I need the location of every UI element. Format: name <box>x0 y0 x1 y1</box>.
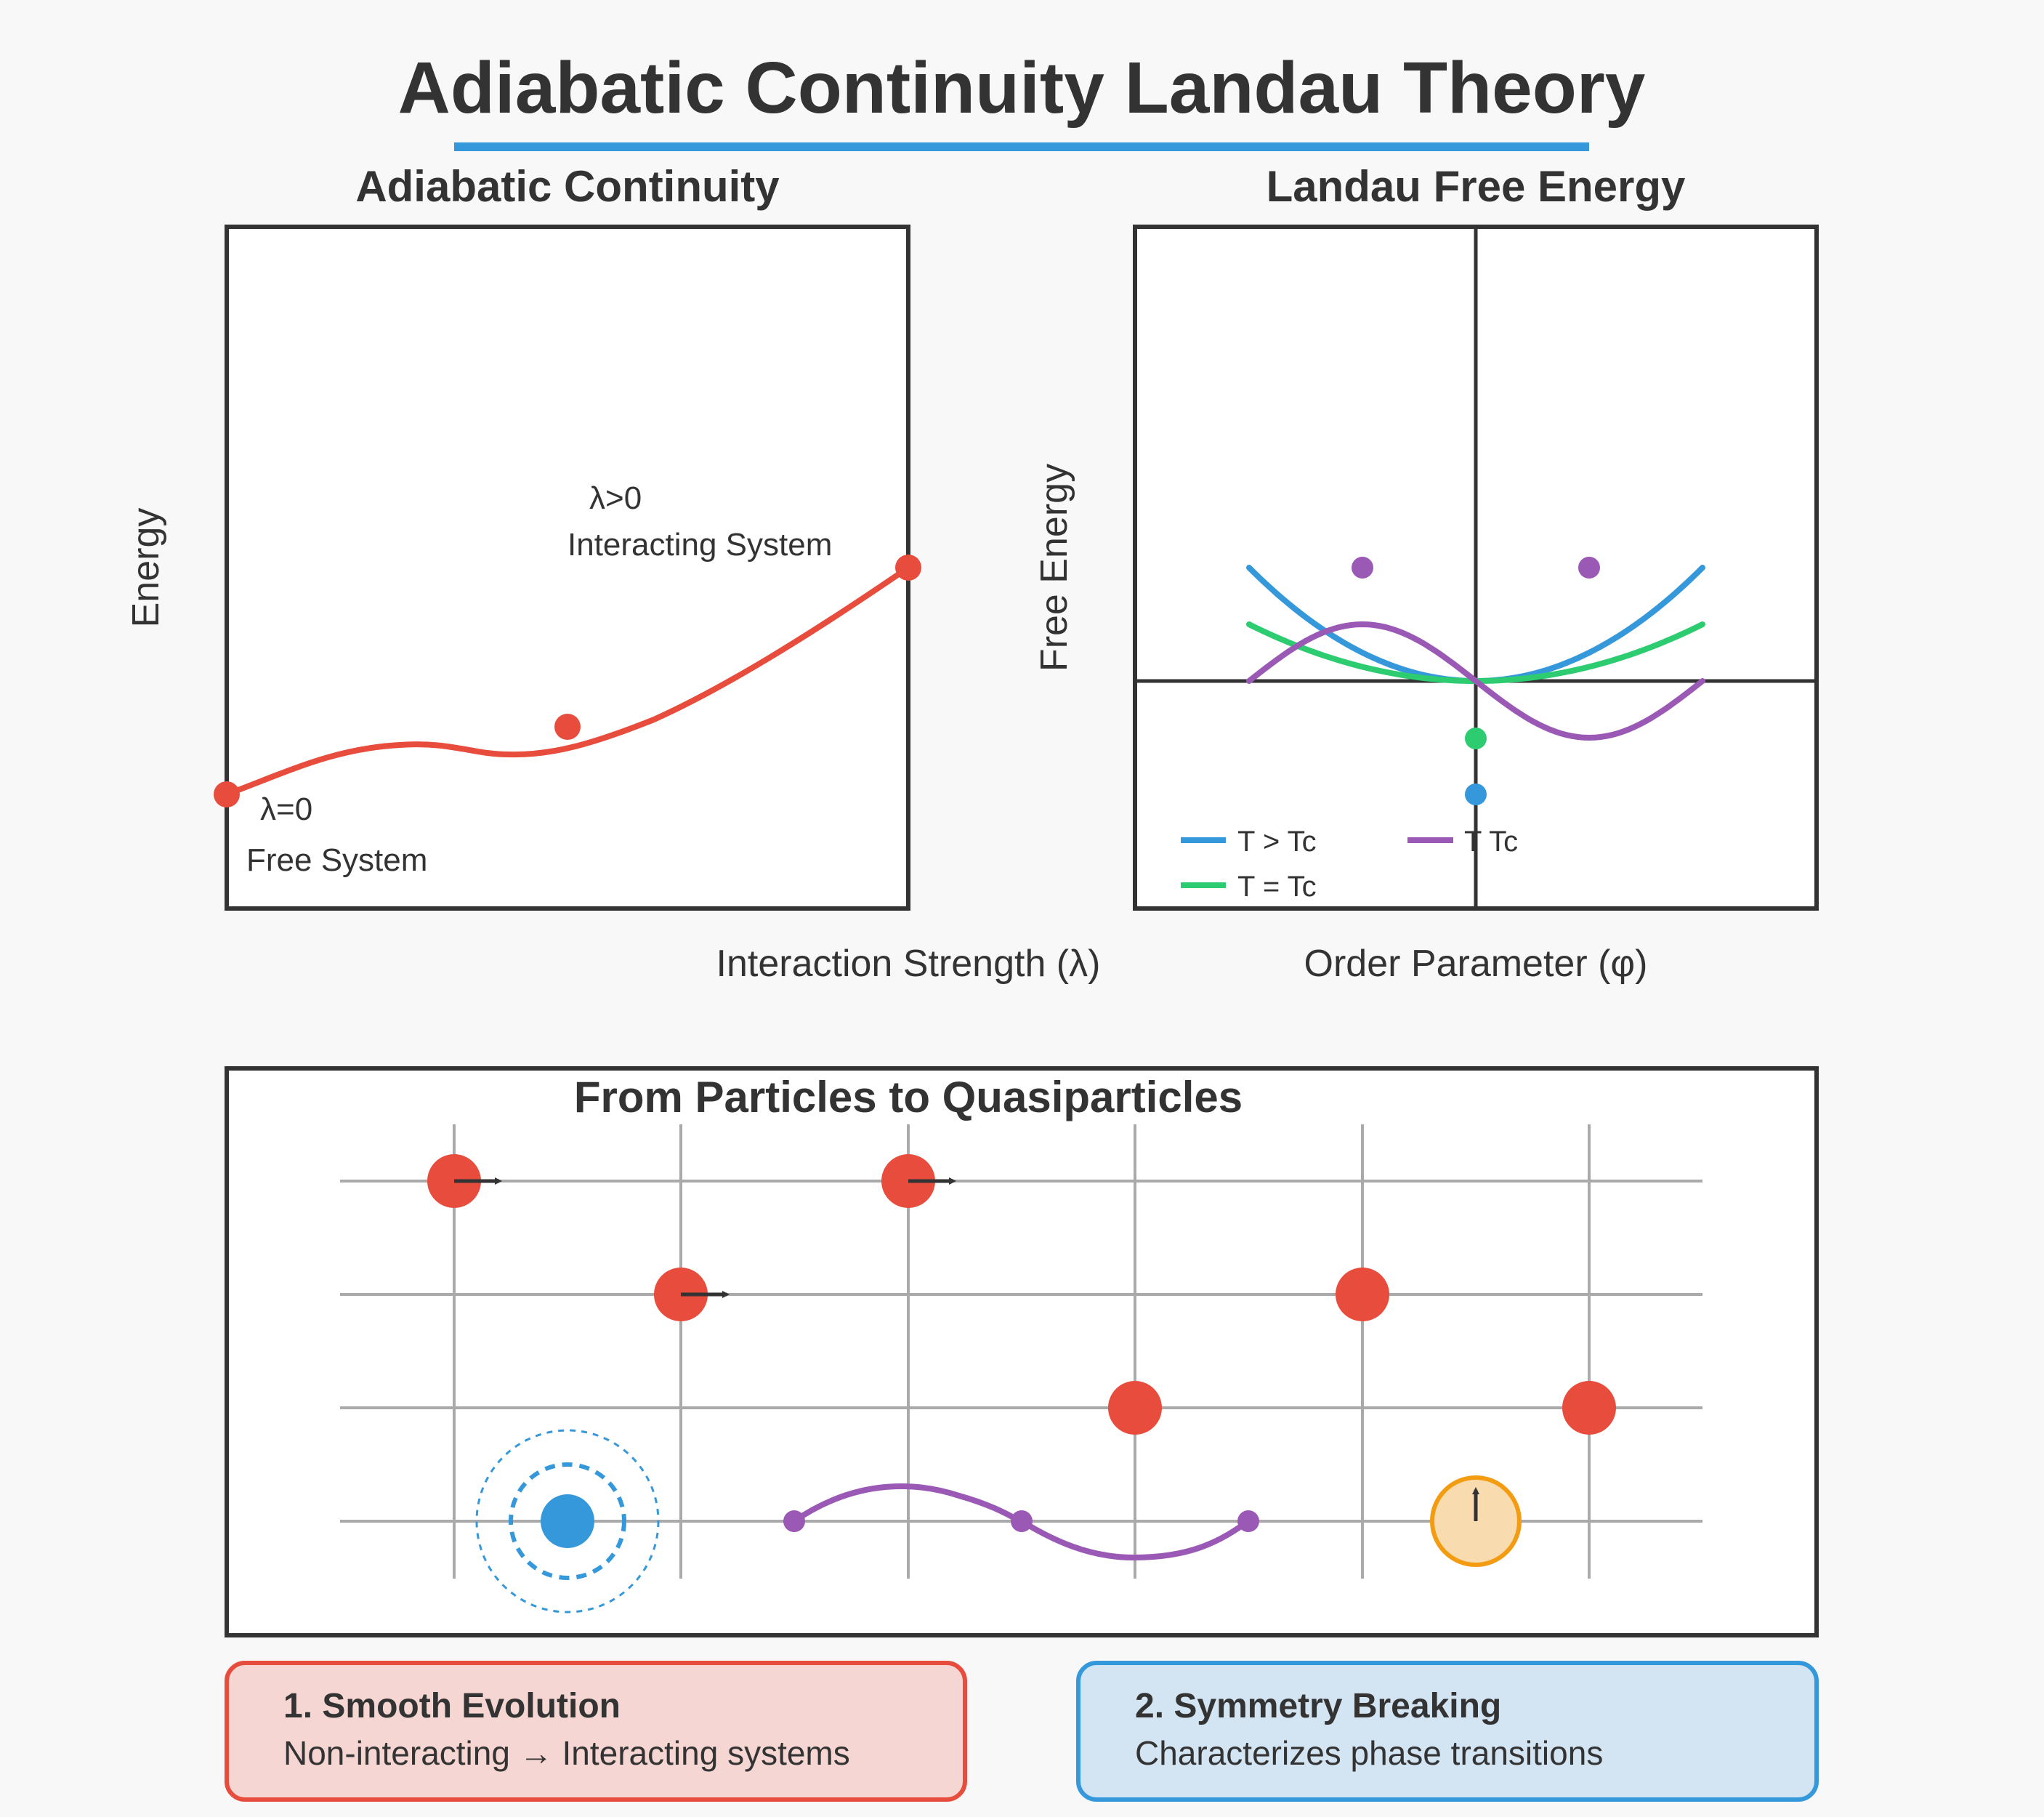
adiabatic-panel: Adiabatic Continuity λ=0 Free System λ>0… <box>125 162 1100 985</box>
adiabatic-frame <box>225 225 910 911</box>
landau-panel: Landau Free Energy T > Tc T = Tc T Tc Fr… <box>1033 162 1819 985</box>
particle <box>1108 1381 1162 1435</box>
particle <box>1562 1381 1616 1435</box>
wave-node <box>1237 1510 1259 1532</box>
card-text: Characterizes phase transitions <box>1135 1734 1603 1772</box>
adiabatic-curve <box>224 565 911 797</box>
quasiparticle-outer-cloud <box>475 1429 660 1613</box>
quasiparticle-inner-cloud <box>509 1462 626 1580</box>
free-energy-axis-label: Free Energy <box>1033 464 1075 672</box>
adiabatic-title: Adiabatic Continuity <box>355 162 780 211</box>
quasiparticle-panel: From Particles to Quasiparticles <box>225 1066 1819 1637</box>
landau-title: Landau Free Energy <box>1267 162 1686 211</box>
critical-point <box>1465 728 1487 749</box>
card-title: 2. Symmetry Breaking <box>1135 1687 1501 1725</box>
card-title: 1. Smooth Evolution <box>283 1687 621 1725</box>
minimum-left-point <box>1352 557 1373 579</box>
landau-legend: T > Tc T = Tc T Tc <box>1181 826 1518 903</box>
interaction-axis-label: Interaction Strength (λ) <box>716 943 1101 985</box>
quasiparticle-core <box>541 1494 594 1548</box>
card-smooth-evolution: 1. Smooth Evolution Non-interacting → In… <box>225 1661 967 1802</box>
start-point <box>214 781 240 807</box>
end-label-lambda: λ>0 <box>589 480 642 516</box>
wave-node <box>783 1510 805 1532</box>
particle <box>1336 1268 1389 1321</box>
end-label-interacting: Interacting System <box>567 527 832 563</box>
end-point <box>895 555 921 581</box>
legend-label-below: T Tc <box>1464 826 1518 858</box>
main-title: Adiabatic Continuity Landau Theory <box>398 47 1646 129</box>
energy-axis-label: Energy <box>125 508 167 628</box>
minimum-right-point <box>1578 557 1600 579</box>
order-parameter-axis-label: Order Parameter (φ) <box>1304 943 1648 985</box>
quasiparticle-title: From Particles to Quasiparticles <box>574 1073 1243 1121</box>
card-symmetry-breaking: 2. Symmetry Breaking Characterizes phase… <box>1076 1661 1819 1802</box>
curve-below-tc <box>1246 621 1705 741</box>
quasiparticle-frame <box>225 1066 1819 1637</box>
wave-node <box>1011 1510 1033 1532</box>
start-label-free: Free System <box>246 842 427 878</box>
card-text: Non-interacting → Interacting systems <box>283 1734 850 1772</box>
start-label-lambda: λ=0 <box>260 791 312 827</box>
mid-point <box>554 714 581 740</box>
legend-label-above: T > Tc <box>1237 826 1317 858</box>
legend-label-critical: T = Tc <box>1237 871 1317 903</box>
above-tc-point <box>1465 783 1487 805</box>
